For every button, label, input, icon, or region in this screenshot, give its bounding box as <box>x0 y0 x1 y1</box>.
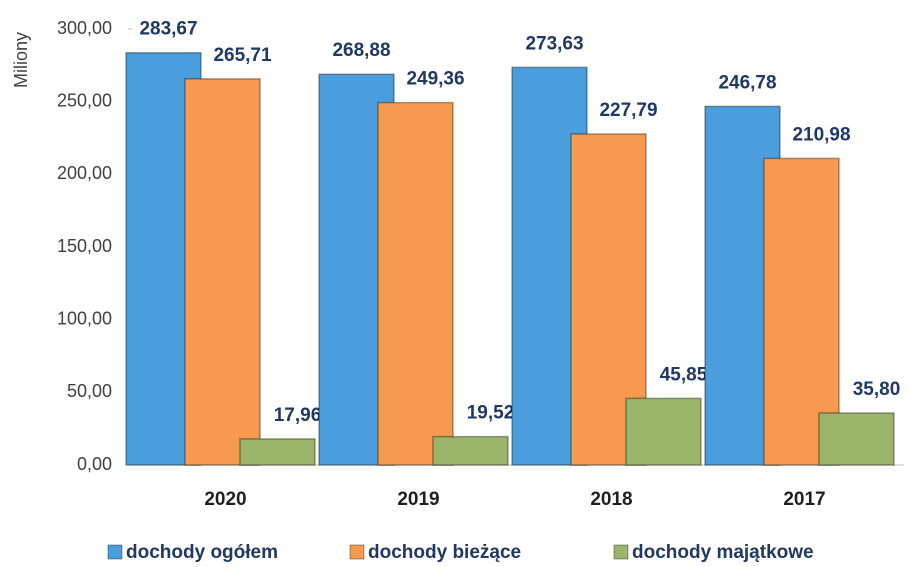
y-tick-label: 100,00 <box>57 308 112 328</box>
bar <box>625 397 702 466</box>
legend-swatch <box>349 544 365 560</box>
bar <box>184 78 261 466</box>
value-label: 265,71 <box>213 45 272 66</box>
value-label: 268,88 <box>332 40 390 61</box>
legend-label: dochody bieżące <box>368 542 521 563</box>
bar <box>239 438 316 466</box>
value-label: 273,63 <box>525 33 583 54</box>
y-tick-label: 250,00 <box>57 90 112 110</box>
x-tick-label: 2018 <box>590 489 632 510</box>
x-tick-label: 2019 <box>397 489 439 510</box>
y-tick-label: 200,00 <box>57 163 112 183</box>
x-tick-label: 2017 <box>783 489 825 510</box>
bar <box>432 435 509 466</box>
legend-label: dochody majątkowe <box>632 542 814 563</box>
value-label: 249,36 <box>406 69 464 90</box>
y-tick-label: 150,00 <box>57 236 112 256</box>
value-label: 210,98 <box>792 124 850 145</box>
value-label: 35,80 <box>853 379 901 400</box>
value-label: 283,67 <box>139 19 197 40</box>
y-tick-label: 300,00 <box>57 18 112 38</box>
y-tick-label: 0,00 <box>77 454 112 474</box>
bar <box>377 101 454 466</box>
legend-swatch <box>613 544 629 560</box>
x-tick-label: 2020 <box>204 489 246 510</box>
value-label: 19,52 <box>467 403 515 424</box>
value-label: 246,78 <box>718 72 776 93</box>
value-label: 45,85 <box>660 364 708 385</box>
y-axis-label: Miliony <box>11 32 31 88</box>
legend-swatch <box>107 544 123 560</box>
value-label: 17,96 <box>274 405 322 426</box>
value-label: 227,79 <box>599 100 657 121</box>
legend-label: dochody ogółem <box>126 542 278 563</box>
y-tick-label: 50,00 <box>67 381 112 401</box>
bar <box>818 412 895 466</box>
